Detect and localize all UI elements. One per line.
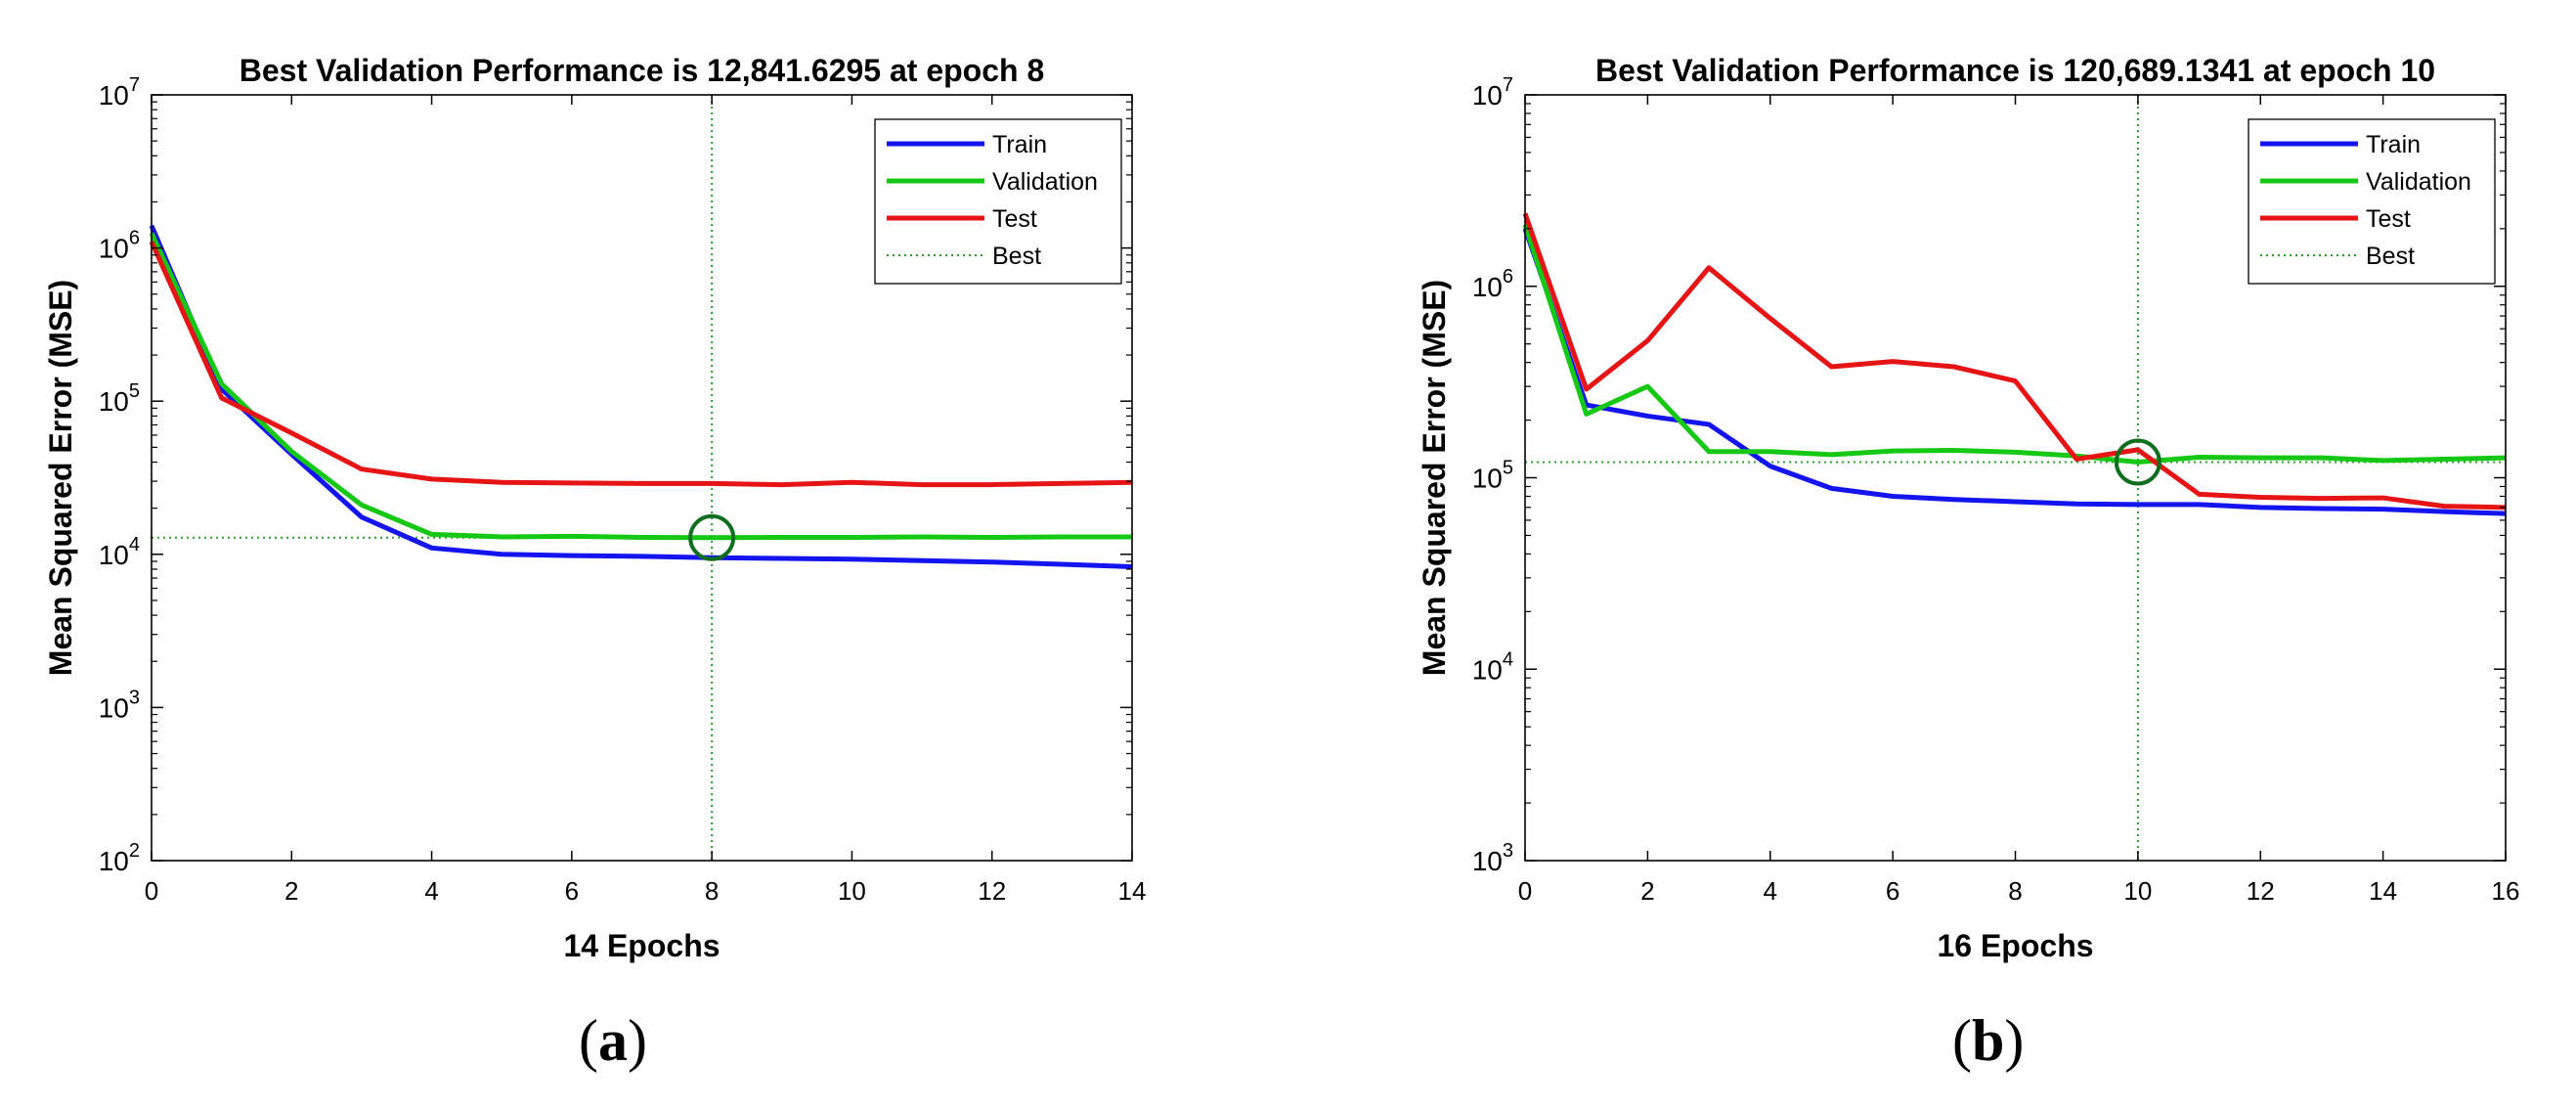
legend-label-best: Best	[992, 243, 1041, 270]
x-tick-label: 8	[705, 876, 719, 906]
y-tick-label: 103	[99, 687, 140, 723]
legend: Train Validation Test Best	[2248, 118, 2496, 285]
x-tick-label: 4	[1764, 876, 1777, 906]
x-tick-label: 2	[284, 876, 298, 906]
legend-label-test: Test	[2366, 205, 2411, 233]
y-tick-label: 104	[99, 534, 140, 570]
legend: Train Validation Test Best	[874, 118, 1122, 285]
x-tick-label: 12	[2247, 876, 2275, 906]
axes-box	[151, 94, 1133, 862]
x-axis-label: 16 Epochs	[1937, 928, 2093, 963]
y-tick-label: 106	[99, 228, 140, 264]
legend-label-validation: Validation	[992, 168, 1098, 196]
y-tick-label: 106	[1472, 266, 1513, 302]
series-line-train	[1522, 228, 2507, 516]
x-tick-label: 4	[424, 876, 438, 906]
legend-label-train: Train	[2366, 131, 2421, 158]
y-tick-label: 107	[1472, 74, 1513, 111]
panel-label-b: (b)	[1952, 1008, 2025, 1073]
y-axis-label: Mean Squared Error (MSE)	[1417, 280, 1452, 676]
y-tick-label: 104	[1472, 648, 1513, 685]
legend-label-train: Train	[992, 131, 1047, 158]
series-line-train	[149, 224, 1133, 569]
x-tick-label: 8	[2008, 876, 2022, 906]
y-tick-label: 102	[99, 840, 140, 876]
series-line-test	[1522, 212, 2507, 511]
panel-label-a: (a)	[579, 1008, 647, 1073]
best-marker	[688, 513, 736, 561]
chart-b: 0 2 4 6 8 10 12 14 16 103 104 105 106 107 Best Validat…	[1417, 53, 2519, 963]
x-tick-label: 2	[1640, 876, 1654, 906]
series-line-validation	[1522, 223, 2507, 466]
y-tick-label: 105	[99, 380, 140, 417]
chart-a: 0 2 4 6 8 10 12 14 102 103 104 105 106 107 Best Valida…	[43, 53, 1146, 963]
chart-title: Best Validation Performance is 120,689.1…	[1595, 53, 2435, 88]
y-tick-label: 107	[99, 74, 140, 111]
x-tick-label: 14	[2369, 876, 2397, 906]
best-marker	[2114, 438, 2161, 486]
series-line-test	[149, 241, 1133, 488]
x-tick-label: 6	[1886, 876, 1899, 906]
y-axis-label: Mean Squared Error (MSE)	[43, 280, 78, 676]
legend-label-validation: Validation	[2366, 168, 2471, 196]
x-tick-label: 14	[1118, 876, 1147, 906]
x-tick-label: 10	[2123, 876, 2152, 906]
x-tick-label: 12	[978, 876, 1006, 906]
y-tick-label: 103	[1472, 840, 1513, 876]
x-tick-label: 0	[1518, 876, 1532, 906]
x-tick-label: 6	[565, 876, 579, 906]
chart-title: Best Validation Performance is 12,841.62…	[240, 53, 1045, 88]
series-line-validation	[149, 232, 1132, 541]
x-axis-label: 14 Epochs	[563, 928, 720, 963]
legend-label-best: Best	[2366, 243, 2415, 270]
x-tick-label: 16	[2492, 876, 2520, 906]
x-tick-label: 10	[838, 876, 866, 906]
y-tick-label: 105	[1472, 458, 1513, 494]
x-tick-label: 0	[145, 876, 158, 906]
legend-label-test: Test	[992, 205, 1037, 233]
